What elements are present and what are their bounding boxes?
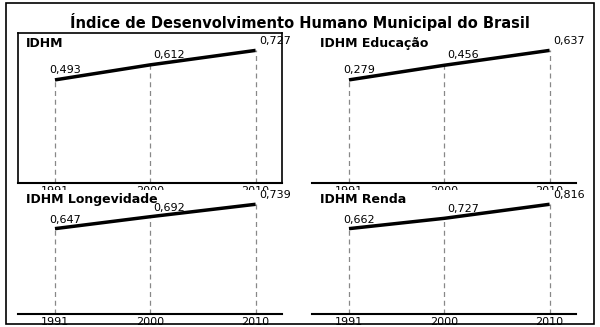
Text: 0,662: 0,662	[344, 215, 376, 225]
Text: 0,493: 0,493	[50, 65, 82, 75]
Text: 0,279: 0,279	[344, 65, 376, 75]
Text: Índice de Desenvolvimento Humano Municipal do Brasil: Índice de Desenvolvimento Humano Municip…	[70, 13, 530, 31]
Text: IDHM Educação: IDHM Educação	[320, 37, 428, 50]
Text: 0,456: 0,456	[447, 50, 479, 60]
Text: 0,739: 0,739	[259, 190, 290, 200]
Text: IDHM: IDHM	[26, 37, 64, 50]
Text: IDHM Longevidade: IDHM Longevidade	[26, 193, 158, 206]
Text: 0,692: 0,692	[153, 203, 185, 213]
Text: 0,612: 0,612	[153, 50, 185, 60]
Text: 0,727: 0,727	[259, 36, 290, 45]
Text: 0,727: 0,727	[447, 204, 479, 215]
Text: 0,816: 0,816	[553, 190, 584, 200]
Text: 0,647: 0,647	[50, 215, 82, 225]
Text: 0,637: 0,637	[553, 36, 584, 45]
Text: IDHM Renda: IDHM Renda	[320, 193, 406, 206]
